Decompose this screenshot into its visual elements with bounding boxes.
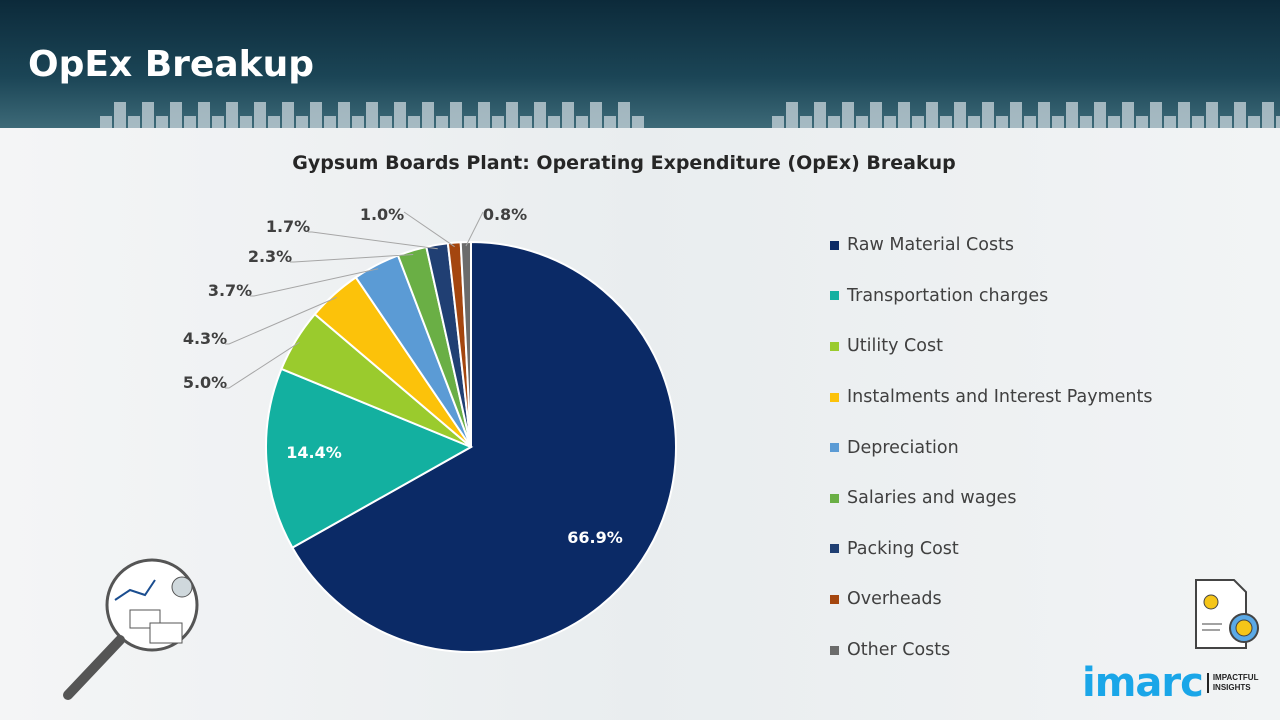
legend-item: Raw Material Costs <box>830 220 1152 271</box>
legend: Raw Material Costs Transportation charges… <box>830 220 1152 675</box>
skyline-decoration <box>100 102 1280 128</box>
imarc-logo: imarc IMPACTFUL INSIGHTS <box>1082 660 1258 706</box>
legend-swatch <box>830 594 839 604</box>
logo-tagline: IMPACTFUL INSIGHTS <box>1206 673 1258 693</box>
legend-label: Depreciation <box>847 437 959 458</box>
legend-swatch <box>830 341 839 351</box>
legend-item: Utility Cost <box>830 321 1152 372</box>
page-title: OpEx Breakup <box>28 44 314 85</box>
legend-label: Instalments and Interest Payments <box>847 387 1153 408</box>
legend-label: Packing Cost <box>847 538 959 559</box>
leader-line-8 <box>465 211 484 247</box>
legend-item: Other Costs <box>830 625 1152 676</box>
legend-label: Other Costs <box>847 640 951 661</box>
header-banner: OpEx Breakup <box>0 0 1280 128</box>
data-label-5: 2.3% <box>248 247 292 266</box>
legend-item: Depreciation <box>830 422 1152 473</box>
data-label-0: 66.9% <box>567 528 623 547</box>
data-label-8: 0.8% <box>483 205 527 224</box>
leader-line-3 <box>225 296 337 345</box>
legend-label: Raw Material Costs <box>847 235 1015 256</box>
data-label-7: 1.0% <box>360 205 404 224</box>
leader-line-5 <box>290 254 414 263</box>
leader-line-6 <box>308 231 438 250</box>
legend-swatch <box>830 493 839 503</box>
legend-swatch <box>830 443 839 453</box>
data-label-2: 5.0% <box>183 373 227 392</box>
logo-wordmark: imarc <box>1082 660 1204 706</box>
data-label-6: 1.7% <box>266 217 310 236</box>
legend-item: Overheads <box>830 574 1152 625</box>
legend-swatch <box>830 291 839 301</box>
legend-item: Transportation charges <box>830 271 1152 322</box>
legend-swatch <box>830 392 839 402</box>
legend-item: Packing Cost <box>830 524 1152 575</box>
cost-document-gear-icon <box>1195 579 1259 649</box>
pie-slice-8 <box>459 240 472 448</box>
data-label-1: 14.4% <box>286 443 342 462</box>
legend-label: Salaries and wages <box>847 488 1017 509</box>
chart-title: Gypsum Boards Plant: Operating Expenditu… <box>292 152 956 174</box>
leader-line-4 <box>250 268 379 297</box>
pie-slice-0 <box>291 240 677 653</box>
legend-swatch <box>830 645 839 655</box>
legend-swatch <box>830 544 839 554</box>
legend-label: Overheads <box>847 589 942 610</box>
legend-label: Utility Cost <box>847 336 943 357</box>
data-label-3: 4.3% <box>183 329 227 348</box>
legend-label: Transportation charges <box>847 285 1049 306</box>
legend-item: Salaries and wages <box>830 473 1152 524</box>
analytics-magnifier-icon <box>63 558 199 700</box>
legend-item: Instalments and Interest Payments <box>830 372 1152 423</box>
pie-slice-1 <box>265 367 474 549</box>
leader-line-2 <box>225 341 300 389</box>
leader-line-7 <box>403 211 455 248</box>
legend-swatch <box>830 240 839 250</box>
data-label-4: 3.7% <box>208 281 252 300</box>
